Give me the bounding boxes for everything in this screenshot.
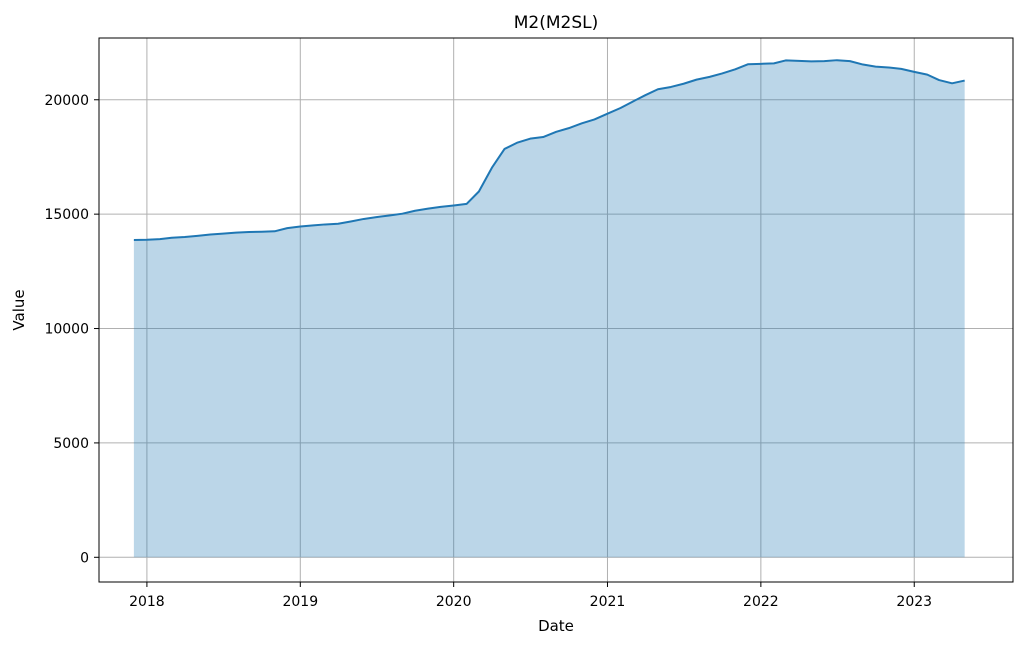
grid-lines — [99, 38, 1013, 582]
y-tick-label: 0 — [80, 550, 89, 566]
x-tick-label: 2018 — [129, 594, 165, 610]
series-line — [133, 59, 965, 241]
x-tick-label: 2020 — [436, 594, 472, 610]
y-tick-label: 20000 — [44, 93, 89, 109]
y-axis-label: Value — [10, 289, 28, 330]
plot-frame — [98, 37, 1014, 583]
y-tick-label: 5000 — [53, 436, 89, 452]
area-fill — [133, 60, 965, 558]
chart-title: M2(M2SL) — [514, 13, 599, 33]
x-tick-label: 2023 — [896, 594, 932, 610]
y-tick-label: 10000 — [44, 322, 89, 338]
y-tick-label: 15000 — [44, 207, 89, 223]
x-axis-label: Date — [538, 617, 574, 635]
x-tick-label: 2019 — [282, 594, 318, 610]
x-tick-label: 2022 — [743, 594, 779, 610]
axis-ticks: 2018 2019 2020 2021 2022 2023 0 5000 10000 15000 2… — [44, 93, 932, 610]
data-series — [133, 59, 965, 558]
x-tick-label: 2021 — [590, 594, 626, 610]
